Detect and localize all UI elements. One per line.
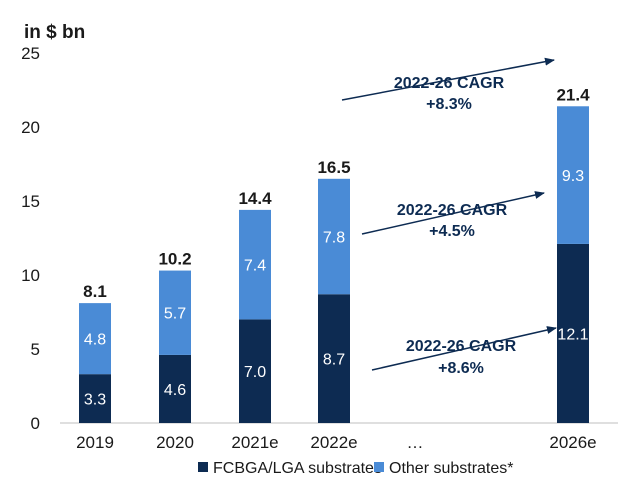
bar-segment-other — [79, 303, 111, 375]
segment-value-label: 7.4 — [244, 258, 266, 275]
cagr-other-line2: +4.5% — [429, 223, 475, 240]
legend: FCBGA/LGA substrates Other substrates* — [198, 460, 514, 477]
segment-value-label: 12.1 — [557, 326, 588, 343]
legend-label-fcbga: FCBGA/LGA substrates — [213, 460, 382, 477]
bar-segment-fcbga — [318, 294, 350, 423]
unit-label: in $ bn — [24, 22, 85, 43]
cagr-annotations: 2022-26 CAGR +8.3% 2022-26 CAGR +4.5% 20… — [341, 57, 557, 377]
segment-value-label: 4.8 — [84, 332, 106, 349]
x-tick-label: 2021e — [231, 433, 278, 452]
bar-total-label: 8.1 — [83, 282, 107, 301]
segment-value-label: 3.3 — [84, 392, 106, 409]
y-axis-ticks: 0 5 10 15 20 25 — [21, 44, 40, 433]
legend-swatch-other — [374, 462, 384, 472]
cagr-fcbga-line2: +8.6% — [438, 360, 484, 377]
bar-segment-fcbga — [239, 319, 271, 423]
bar-segment-other — [557, 106, 589, 244]
legend-label-other: Other substrates* — [389, 460, 514, 477]
cagr-total-line2: +8.3% — [426, 96, 472, 113]
cagr-other-line1: 2022-26 CAGR — [397, 202, 508, 219]
legend-swatch-fcbga — [198, 462, 208, 472]
x-tick-label: 2019 — [76, 433, 114, 452]
cagr-total-line1: 2022-26 CAGR — [394, 75, 505, 92]
x-tick-label: 2026e — [549, 433, 596, 452]
x-tick-label: 2020 — [156, 433, 194, 452]
bar-total-label: 21.4 — [556, 85, 590, 104]
y-tick-label: 25 — [21, 44, 40, 63]
cagr-total-arrow — [341, 57, 555, 101]
bar-segment-fcbga — [79, 374, 111, 423]
cagr-other-arrow — [361, 191, 545, 235]
bar-total-label: 16.5 — [317, 158, 350, 177]
segment-value-label: 7.0 — [244, 364, 266, 381]
bar-segment-other — [318, 178, 350, 295]
x-tick-label: … — [407, 433, 424, 452]
x-tick-label: 2022e — [310, 433, 357, 452]
cagr-fcbga-line1: 2022-26 CAGR — [406, 338, 517, 355]
segment-value-label: 7.8 — [323, 230, 345, 247]
bar-total-label: 14.4 — [238, 189, 272, 208]
y-tick-label: 0 — [31, 414, 40, 433]
y-tick-label: 20 — [21, 118, 40, 137]
bar-segment-other — [239, 209, 271, 320]
bars-group: 3.3 4.8 8.1 4.6 5.7 10.2 7.0 7.4 14.4 8.7 7.8 16.5 1… — [79, 85, 590, 423]
bar-segment-other — [159, 270, 191, 355]
segment-value-label: 9.3 — [562, 168, 584, 185]
y-tick-label: 15 — [21, 192, 40, 211]
bar-segment-fcbga — [557, 243, 589, 423]
segment-value-label: 5.7 — [164, 306, 186, 323]
segment-value-label: 8.7 — [323, 352, 345, 369]
y-tick-label: 10 — [21, 266, 40, 285]
bar-total-label: 10.2 — [158, 250, 191, 269]
cagr-fcbga-arrow — [371, 326, 557, 371]
x-axis-labels: 2019 2020 2021e 2022e … 2026e — [76, 433, 597, 452]
segment-value-label: 4.6 — [164, 382, 186, 399]
y-tick-label: 5 — [31, 340, 40, 359]
bar-segment-fcbga — [159, 354, 191, 423]
